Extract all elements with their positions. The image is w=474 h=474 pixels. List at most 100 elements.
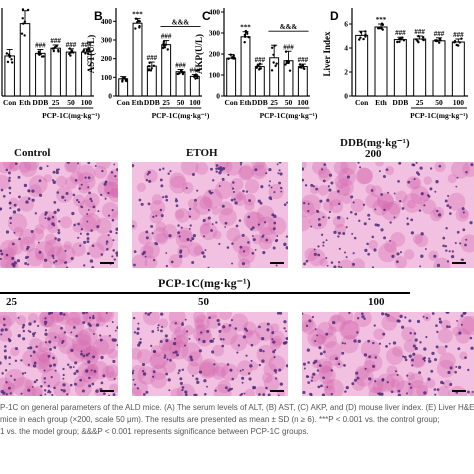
cell-nucleus [275,377,278,380]
cell-nucleus [27,346,30,350]
cell-nucleus [27,197,31,200]
cell-nucleus [389,221,392,224]
cell-nucleus [455,185,458,188]
scale-bar-ddb [452,262,466,264]
tissue-cell [187,361,201,376]
tissue-cell [131,254,148,271]
cell-nucleus [426,194,430,197]
cell-nucleus [262,251,266,255]
cell-nucleus [337,215,341,220]
cell-nucleus [8,176,11,180]
cell-nucleus [165,198,169,202]
cell-nucleus [90,200,93,203]
cell-nucleus [248,377,252,381]
cell-nucleus [100,381,104,385]
cell-nucleus [44,329,48,332]
data-point [125,79,128,83]
cell-nucleus [73,372,77,375]
cell-nucleus [386,313,390,317]
cell-nucleus [38,250,42,254]
cell-nucleus [27,263,30,266]
cell-nucleus [179,251,182,254]
cell-nucleus [359,166,362,169]
histology-label-25: 25 [6,296,17,308]
tissue-cell [354,367,374,387]
cell-nucleus [165,252,168,254]
data-point [243,35,247,38]
group-header-line [0,292,410,294]
cell-nucleus [8,339,12,343]
cell-nucleus [57,168,60,171]
cell-nucleus [318,223,322,227]
cell-nucleus [270,186,273,189]
cell-nucleus [239,245,243,249]
cell-nucleus [70,331,73,334]
tissue-cell [85,345,99,359]
cell-nucleus [231,187,235,190]
tissue-cell [221,363,239,382]
tissue-cell [45,332,61,349]
cell-nucleus [242,368,244,371]
cell-nucleus [279,382,283,386]
tissue-cell [41,368,61,389]
caption-line-2: mice in each group (×200, scale 50 μm). … [0,415,440,424]
tissue-cell [340,158,357,176]
cell-nucleus [62,389,66,393]
tissue-cell [95,217,112,235]
data-point [20,32,24,35]
cell-nucleus [450,254,455,259]
data-point [255,66,259,69]
cell-nucleus [43,320,48,324]
cell-nucleus [283,203,287,207]
cell-nucleus [446,325,449,328]
cell-nucleus [414,338,418,342]
tissue-cell [387,200,402,215]
cell-nucleus [278,160,282,164]
tissue-cell [168,308,186,326]
cell-nucleus [37,324,40,327]
cell-nucleus [408,382,411,386]
cell-nucleus [157,329,160,332]
cell-nucleus [304,184,308,187]
cell-nucleus [95,389,99,393]
cell-nucleus [310,183,314,187]
cell-nucleus [74,382,77,386]
data-point [181,72,185,76]
cell-nucleus [262,350,265,353]
histology-label-100: 100 [368,296,385,308]
cell-nucleus [211,223,214,225]
cell-nucleus [321,168,324,171]
bar [451,41,465,97]
cell-nucleus [71,211,75,216]
cell-nucleus [367,339,371,343]
data-point [396,40,399,44]
figure-caption: P-1C on general parameters of the ALD mi… [0,402,474,438]
cell-nucleus [317,218,321,221]
cell-nucleus [137,322,140,325]
cell-nucleus [3,323,6,327]
cell-nucleus [113,258,116,261]
cell-nucleus [74,179,78,182]
cell-nucleus [411,364,414,367]
cell-nucleus [341,342,344,345]
cell-nucleus [195,377,199,381]
cell-nucleus [73,326,76,329]
cell-nucleus [376,223,380,227]
tissue-cell [74,375,86,388]
tissue-cell [244,200,255,211]
cell-nucleus [0,249,3,253]
cell-nucleus [13,231,16,234]
tissue-cell [199,197,212,210]
y-tick-label: 400 [209,8,221,17]
cell-nucleus [145,390,149,394]
cell-nucleus [396,252,400,256]
cell-nucleus [409,386,413,389]
cell-nucleus [188,215,192,218]
cell-nucleus [380,228,384,232]
cell-nucleus [109,230,113,234]
cell-nucleus [276,235,279,237]
cell-nucleus [374,356,377,359]
cell-nucleus [251,251,255,255]
tissue-cell [67,343,87,363]
cell-nucleus [234,201,238,205]
